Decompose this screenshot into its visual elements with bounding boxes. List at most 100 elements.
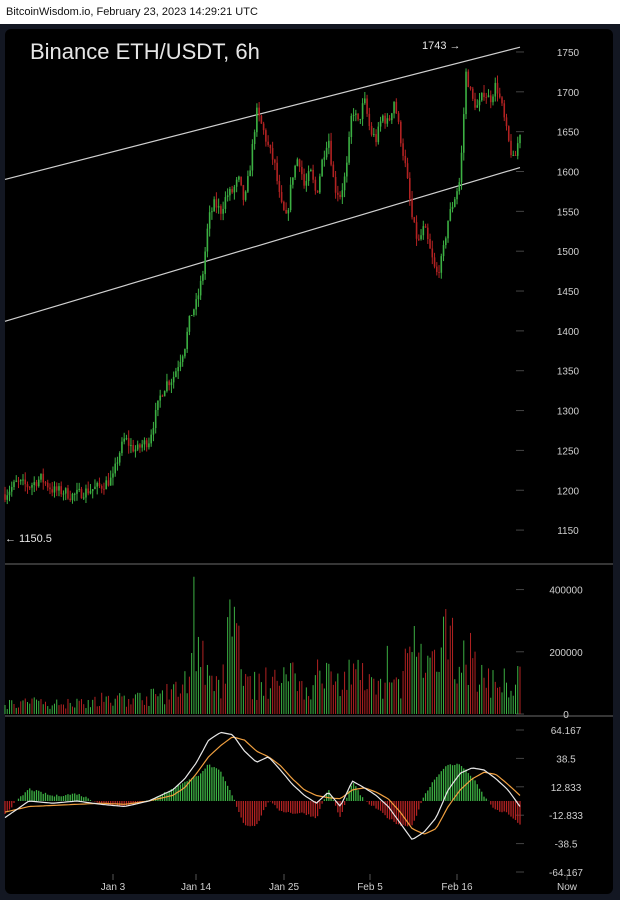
candle-body (498, 93, 501, 98)
candle-body (211, 211, 213, 213)
candle-body (143, 440, 146, 445)
candle-body (512, 154, 515, 156)
candle-body (339, 194, 341, 198)
macd-line (4, 731, 521, 840)
volume-axis: 400000 200000 0 (549, 586, 583, 721)
candle-body (404, 155, 407, 164)
candle-body (312, 169, 314, 180)
candle-body (458, 182, 461, 192)
candle-body (49, 487, 51, 490)
candle-body (58, 486, 60, 491)
candle-body (249, 170, 251, 177)
candle-body (501, 97, 503, 104)
candle-body (132, 445, 134, 452)
candle-body (253, 132, 256, 144)
header-text: BitcoinWisdom.io, February 23, 2023 14:2… (6, 6, 258, 18)
candle-body (46, 482, 49, 488)
price-tick-label: 1400 (557, 327, 580, 338)
candle-body (222, 208, 224, 214)
candle-body (181, 356, 184, 362)
candle-body (330, 140, 332, 165)
candle-body (357, 113, 359, 120)
high-annotation: 1743 → (422, 40, 461, 52)
candle-body (168, 381, 170, 386)
candle-body (514, 154, 517, 156)
candle-body (489, 95, 492, 103)
candle-body (462, 114, 465, 153)
candle-body (42, 473, 45, 483)
candle-body (4, 494, 6, 500)
candle-body (289, 184, 292, 211)
x-tick-label: Now (557, 882, 578, 893)
candle-body (444, 238, 447, 246)
candle-body (265, 130, 267, 142)
candle-body (150, 434, 152, 444)
macd-tick-label: 38.5 (556, 754, 576, 765)
low-annotation: ← 1150.5 (5, 533, 52, 545)
candle-body (321, 159, 323, 177)
macd-tick-label: -12.833 (549, 811, 583, 822)
candle-body (118, 453, 121, 463)
candle-body (208, 212, 211, 229)
candle-body (6, 495, 9, 500)
candle-body (229, 189, 231, 196)
candle-body (280, 191, 283, 202)
channel-line-upper (4, 46, 521, 181)
candle-body (22, 479, 24, 481)
candle-body (31, 485, 33, 488)
candle-body (82, 497, 85, 499)
candle-body (278, 181, 281, 192)
candle-body (10, 487, 13, 492)
price-axis: 1750 1700 1650 1600 1550 1500 1450 1400 1350 1300… (557, 48, 580, 537)
candle-body (112, 473, 114, 478)
candle-body (145, 440, 148, 448)
candle-body (204, 251, 206, 275)
candle-body (136, 444, 139, 450)
candle-body (51, 489, 54, 493)
price-tick-label: 1750 (557, 48, 580, 59)
candle-body (130, 445, 132, 447)
candle-body (247, 176, 249, 192)
candle-body (298, 159, 301, 167)
candle-body (296, 159, 299, 166)
plot-frame (5, 29, 613, 894)
candle-body (240, 176, 242, 186)
candle-body (235, 179, 238, 187)
candle-body (337, 192, 339, 195)
candle-body (301, 166, 303, 175)
candle-body (159, 395, 161, 401)
candle-body (456, 191, 458, 200)
candle-body (438, 271, 440, 273)
candle-body (287, 210, 290, 214)
candle-body (492, 96, 494, 103)
candle-body (152, 428, 155, 435)
candle-body (391, 113, 393, 121)
candle-body (121, 441, 123, 454)
candle-body (107, 480, 110, 486)
candle-body (386, 118, 389, 124)
price-tick-label: 1550 (557, 207, 580, 218)
candle-body (170, 382, 173, 386)
candle-body (177, 367, 179, 372)
x-tick-label: Jan 3 (101, 882, 126, 893)
candle-body (134, 449, 137, 452)
price-tick-label: 1250 (557, 446, 580, 457)
candle-body (244, 191, 247, 200)
candle-body (141, 444, 143, 448)
candle-body (96, 483, 99, 487)
price-tick-label: 1650 (557, 128, 580, 139)
candle-body (123, 438, 125, 442)
candle-body (233, 186, 236, 193)
candle-body (154, 410, 157, 429)
candle-body (13, 481, 15, 488)
chart-title: Binance ETH/USDT, 6h (30, 39, 260, 64)
candle-body (26, 484, 29, 488)
candle-body (447, 220, 449, 239)
candle-body (451, 206, 454, 210)
candle-body (328, 140, 330, 148)
candle-body (37, 479, 40, 487)
price-tick-label: 1350 (557, 367, 580, 378)
candle-body (260, 115, 263, 124)
candle-body (109, 477, 112, 486)
candle-body (310, 169, 312, 172)
